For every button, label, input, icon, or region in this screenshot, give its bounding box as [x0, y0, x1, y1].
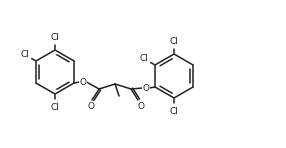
Text: O: O	[88, 102, 95, 111]
Text: Cl: Cl	[170, 107, 178, 115]
Text: Cl: Cl	[20, 50, 29, 59]
Text: Cl: Cl	[51, 33, 59, 41]
Text: O: O	[138, 102, 144, 111]
Text: O: O	[80, 78, 87, 86]
Text: Cl: Cl	[51, 103, 59, 111]
Text: Cl: Cl	[139, 54, 148, 63]
Text: Cl: Cl	[170, 37, 178, 45]
Text: O: O	[142, 83, 150, 92]
